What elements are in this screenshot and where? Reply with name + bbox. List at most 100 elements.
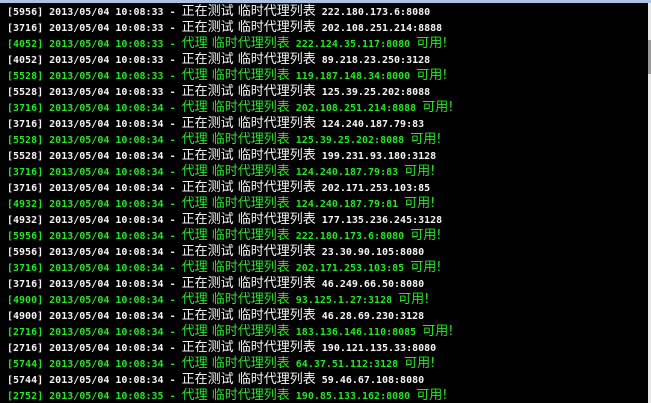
log-message: 代理 临时代理列表 xyxy=(181,292,290,307)
log-message: 正在测试 临时代理列表 xyxy=(181,340,316,355)
log-proxy-address: 59.46.67.108:8080 xyxy=(321,375,425,386)
log-pid: [5956] xyxy=(7,247,44,258)
log-line: [5956] 2013/05/04 10:08:34 - 正在测试 临时代理列表… xyxy=(7,244,425,259)
log-message: 正在测试 临时代理列表 xyxy=(181,308,316,323)
log-pid: [4052] xyxy=(7,55,44,66)
log-timestamp: 2013/05/04 10:08:34 xyxy=(49,311,164,322)
log-message: 正在测试 临时代理列表 xyxy=(181,84,316,99)
log-proxy-address: 190.85.133.162:8080 xyxy=(295,391,411,402)
log-proxy-address: 93.125.1.27:3128 xyxy=(295,295,393,306)
log-timestamp: 2013/05/04 10:08:34 xyxy=(49,119,164,130)
log-status: 可用! xyxy=(398,292,430,307)
log-line: [3716] 2013/05/04 10:08:34 - 正在测试 临时代理列表… xyxy=(7,276,425,291)
log-timestamp: 2013/05/04 10:08:34 xyxy=(49,183,164,194)
log-timestamp: 2013/05/04 10:08:34 xyxy=(49,263,164,274)
log-proxy-address: 202.171.253.103:85 xyxy=(295,263,405,274)
log-timestamp: 2013/05/04 10:08:34 xyxy=(49,359,164,370)
log-proxy-address: 177.135.236.245:3128 xyxy=(321,215,443,226)
log-proxy-address: 222.124.35.117:8080 xyxy=(295,39,411,50)
log-message: 正在测试 临时代理列表 xyxy=(181,148,316,163)
log-message: 代理 临时代理列表 xyxy=(181,164,290,179)
log-pid: [2716] xyxy=(7,343,44,354)
log-line: [3716] 2013/05/04 10:08:34 - 代理 临时代理列表 1… xyxy=(7,164,436,179)
log-line: [4932] 2013/05/04 10:08:34 - 代理 临时代理列表 1… xyxy=(7,196,436,211)
log-message: 代理 临时代理列表 xyxy=(181,324,290,339)
log-pid: [4052] xyxy=(7,39,44,50)
log-proxy-address: 202.171.253.103:85 xyxy=(321,183,431,194)
log-timestamp: 2013/05/04 10:08:34 xyxy=(49,151,164,162)
log-timestamp: 2013/05/04 10:08:34 xyxy=(49,279,164,290)
log-status: 可用! xyxy=(410,260,442,275)
log-message: 正在测试 临时代理列表 xyxy=(181,4,316,19)
log-message: 正在测试 临时代理列表 xyxy=(181,52,316,67)
log-line: [4932] 2013/05/04 10:08:34 - 正在测试 临时代理列表… xyxy=(7,212,443,227)
log-timestamp: 2013/05/04 10:08:33 xyxy=(49,71,164,82)
log-message: 正在测试 临时代理列表 xyxy=(181,244,316,259)
log-pid: [5528] xyxy=(7,71,44,82)
log-status: 可用! xyxy=(416,388,448,403)
log-pid: [4900] xyxy=(7,295,44,306)
log-proxy-address: 124.240.187.79:83 xyxy=(321,119,425,130)
log-pid: [3716] xyxy=(7,183,44,194)
log-message: 正在测试 临时代理列表 xyxy=(181,276,316,291)
log-pid: [3716] xyxy=(7,263,44,274)
log-proxy-address: 23.30.90.105:8080 xyxy=(321,247,425,258)
log-line: [5528] 2013/05/04 10:08:33 - 正在测试 临时代理列表… xyxy=(7,84,431,99)
log-pid: [4932] xyxy=(7,215,44,226)
log-timestamp: 2013/05/04 10:08:34 xyxy=(49,215,164,226)
log-timestamp: 2013/05/04 10:08:33 xyxy=(49,55,164,66)
log-message: 代理 临时代理列表 xyxy=(181,388,290,403)
log-line: [2716] 2013/05/04 10:08:34 - 正在测试 临时代理列表… xyxy=(7,340,437,355)
log-line: [3716] 2013/05/04 10:08:34 - 代理 临时代理列表 2… xyxy=(7,260,442,275)
log-timestamp: 2013/05/04 10:08:33 xyxy=(49,7,164,18)
log-status: 可用! xyxy=(422,324,454,339)
log-message: 正在测试 临时代理列表 xyxy=(181,20,316,35)
log-status: 可用! xyxy=(410,228,442,243)
log-proxy-address: 64.37.51.112:3128 xyxy=(295,359,399,370)
log-status: 可用! xyxy=(422,100,454,115)
log-proxy-address: 89.218.23.250:3128 xyxy=(321,55,431,66)
log-timestamp: 2013/05/04 10:08:34 xyxy=(49,167,164,178)
log-pid: [3716] xyxy=(7,103,44,114)
log-pid: [3716] xyxy=(7,119,44,130)
window-top-border xyxy=(0,0,651,3)
log-pid: [2752] xyxy=(7,391,44,402)
log-proxy-address: 124.240.187.79:83 xyxy=(295,167,399,178)
log-timestamp: 2013/05/04 10:08:34 xyxy=(49,327,164,338)
scrollbar-thumb[interactable] xyxy=(648,40,651,74)
log-pid: [5744] xyxy=(7,375,44,386)
log-message: 代理 临时代理列表 xyxy=(181,356,290,371)
log-status: 可用! xyxy=(416,68,448,83)
log-pid: [2716] xyxy=(7,327,44,338)
log-line: [5528] 2013/05/04 10:08:34 - 正在测试 临时代理列表… xyxy=(7,148,437,163)
log-proxy-address: 190.121.135.33:8080 xyxy=(321,343,437,354)
log-pid: [3716] xyxy=(7,279,44,290)
log-message: 代理 临时代理列表 xyxy=(181,196,290,211)
log-timestamp: 2013/05/04 10:08:33 xyxy=(49,39,164,50)
log-line: [3716] 2013/05/04 10:08:34 - 正在测试 临时代理列表… xyxy=(7,116,425,131)
log-line: [5956] 2013/05/04 10:08:34 - 代理 临时代理列表 2… xyxy=(7,228,442,243)
log-line: [4900] 2013/05/04 10:08:34 - 代理 临时代理列表 9… xyxy=(7,292,430,307)
log-pid: [5528] xyxy=(7,135,44,146)
log-pid: [5744] xyxy=(7,359,44,370)
log-proxy-address: 124.240.187.79:81 xyxy=(295,199,399,210)
log-lines: [5956] 2013/05/04 10:08:33 - 正在测试 临时代理列表… xyxy=(7,4,453,403)
log-message: 代理 临时代理列表 xyxy=(181,260,290,275)
log-timestamp: 2013/05/04 10:08:35 xyxy=(49,391,164,402)
console-output: [5956] 2013/05/04 10:08:33 - 正在测试 临时代理列表… xyxy=(0,3,648,403)
log-proxy-address: 119.187.148.34:8000 xyxy=(295,71,411,82)
log-line: [5528] 2013/05/04 10:08:34 - 代理 临时代理列表 1… xyxy=(7,132,442,147)
log-proxy-address: 46.28.69.230:3128 xyxy=(321,311,425,322)
log-pid: [5956] xyxy=(7,7,44,18)
vertical-scrollbar[interactable] xyxy=(648,3,651,403)
log-line: [2752] 2013/05/04 10:08:35 - 代理 临时代理列表 1… xyxy=(7,388,448,403)
log-pid: [4932] xyxy=(7,199,44,210)
log-proxy-address: 199.231.93.180:3128 xyxy=(321,151,437,162)
log-timestamp: 2013/05/04 10:08:34 xyxy=(49,135,164,146)
log-timestamp: 2013/05/04 10:08:34 xyxy=(49,103,164,114)
log-timestamp: 2013/05/04 10:08:34 xyxy=(49,375,164,386)
log-proxy-address: 183.136.146.110:8085 xyxy=(295,327,417,338)
log-proxy-address: 202.108.251.214:8888 xyxy=(321,23,443,34)
log-line: [3716] 2013/05/04 10:08:34 - 代理 临时代理列表 2… xyxy=(7,100,454,115)
log-line: [5956] 2013/05/04 10:08:33 - 正在测试 临时代理列表… xyxy=(7,4,431,19)
